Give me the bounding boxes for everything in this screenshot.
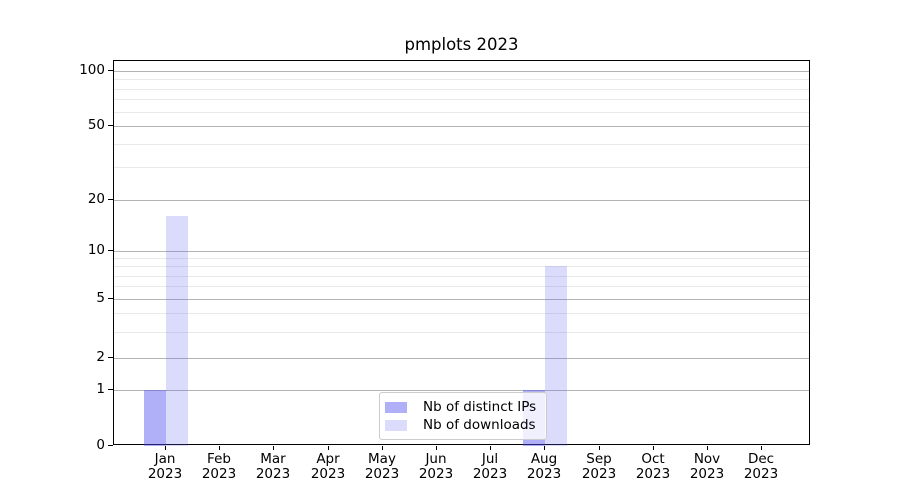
minor-gridline [114, 167, 809, 168]
x-tick-year: 2023 [255, 466, 291, 482]
minor-gridline [114, 112, 809, 113]
minor-gridline [114, 258, 809, 259]
minor-gridline [114, 266, 809, 267]
minor-gridline [114, 276, 809, 277]
minor-gridline [114, 89, 809, 90]
x-tick-label: Jul 2023 [450, 452, 530, 482]
x-tick-month: Jun [425, 451, 447, 467]
x-tick-label: Sep 2023 [559, 452, 639, 482]
legend-swatch [385, 419, 407, 431]
x-tick-year: 2023 [743, 466, 779, 482]
plot-area [113, 60, 810, 446]
x-tick-mark [328, 446, 329, 450]
x-tick-mark [273, 446, 274, 450]
bar [144, 390, 166, 446]
x-tick-month: Feb [207, 451, 231, 467]
x-tick-year: 2023 [418, 466, 454, 482]
x-tick-year: 2023 [581, 466, 617, 482]
major-gridline [114, 251, 809, 252]
x-tick-month: May [368, 451, 396, 467]
y-tick-label: 20 [87, 191, 105, 207]
major-gridline [114, 126, 809, 127]
x-tick-year: 2023 [364, 466, 400, 482]
x-tick-mark [653, 446, 654, 450]
chart-title: pmplots 2023 [404, 35, 519, 54]
x-tick-mark [761, 446, 762, 450]
bar [545, 266, 567, 446]
x-tick-month: Aug [530, 451, 558, 467]
legend-label: Nb of distinct IPs [423, 399, 537, 415]
x-tick-mark [436, 446, 437, 450]
x-tick-month: Jul [481, 451, 499, 467]
x-tick-month: Nov [693, 451, 721, 467]
minor-gridline [114, 313, 809, 314]
x-tick-month: Mar [260, 451, 286, 467]
y-tick-label: 50 [87, 117, 105, 133]
x-tick-year: 2023 [689, 466, 725, 482]
y-tick-mark [108, 70, 113, 71]
minor-gridline [114, 99, 809, 100]
y-tick-label: 1 [96, 381, 105, 397]
x-tick-label: Jan 2023 [125, 452, 205, 482]
x-tick-year: 2023 [147, 466, 183, 482]
x-tick-mark [544, 446, 545, 450]
y-tick-mark [108, 298, 113, 299]
x-tick-month: Apr [316, 451, 340, 467]
major-gridline [114, 71, 809, 72]
x-tick-label: Feb 2023 [179, 452, 259, 482]
x-tick-mark [219, 446, 220, 450]
legend-item: Nb of distinct IPs [385, 399, 536, 415]
y-tick-mark [108, 357, 113, 358]
x-tick-label: May 2023 [342, 452, 422, 482]
x-tick-mark [707, 446, 708, 450]
legend-swatch [385, 401, 407, 413]
minor-gridline [114, 144, 809, 145]
x-tick-month: Dec [747, 451, 775, 467]
x-tick-year: 2023 [310, 466, 346, 482]
legend-item: Nb of downloads [385, 417, 536, 433]
bars-layer [114, 61, 809, 446]
major-gridline [114, 200, 809, 201]
major-gridline [114, 358, 809, 359]
major-gridline [114, 390, 809, 391]
y-tick-mark [108, 445, 113, 446]
x-tick-year: 2023 [472, 466, 508, 482]
y-tick-label: 100 [79, 62, 105, 78]
x-tick-year: 2023 [635, 466, 671, 482]
minor-gridline [114, 332, 809, 333]
x-tick-mark [490, 446, 491, 450]
x-tick-mark [165, 446, 166, 450]
x-tick-month: Oct [641, 451, 665, 467]
x-tick-label: Nov 2023 [667, 452, 747, 482]
x-tick-mark [599, 446, 600, 450]
x-tick-year: 2023 [526, 466, 562, 482]
x-tick-label: Dec 2023 [721, 452, 801, 482]
y-tick-mark [108, 250, 113, 251]
x-tick-month: Jan [154, 451, 176, 467]
y-tick-label: 0 [96, 437, 105, 453]
y-tick-mark [108, 125, 113, 126]
major-gridline [114, 299, 809, 300]
y-tick-label: 5 [96, 290, 105, 306]
y-tick-label: 2 [96, 349, 105, 365]
x-tick-month: Sep [586, 451, 612, 467]
x-tick-label: Apr 2023 [288, 452, 368, 482]
y-tick-mark [108, 199, 113, 200]
x-tick-label: Mar 2023 [233, 452, 313, 482]
x-tick-label: Oct 2023 [613, 452, 693, 482]
x-tick-label: Aug 2023 [504, 452, 584, 482]
legend-label: Nb of downloads [423, 417, 536, 433]
x-tick-mark [382, 446, 383, 450]
minor-gridline [114, 79, 809, 80]
gridlines-layer [114, 61, 809, 444]
x-tick-year: 2023 [201, 466, 237, 482]
x-tick-label: Jun 2023 [396, 452, 476, 482]
legend: Nb of distinct IPs Nb of downloads [379, 392, 548, 440]
y-tick-mark [108, 389, 113, 390]
bar [166, 216, 188, 446]
minor-gridline [114, 286, 809, 287]
y-tick-label: 10 [87, 242, 105, 258]
